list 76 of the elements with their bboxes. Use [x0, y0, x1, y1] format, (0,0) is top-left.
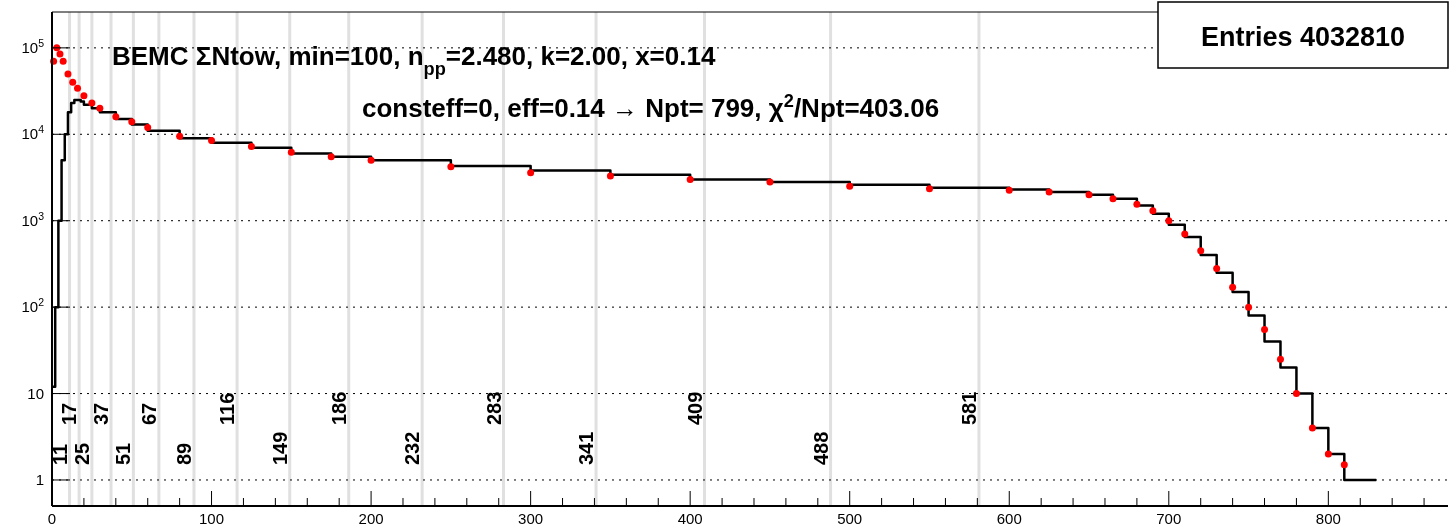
y-tick-label: 10$^{2}$ [21, 296, 45, 316]
point [447, 163, 455, 171]
point [1045, 188, 1053, 196]
point [327, 153, 335, 161]
ref-line-label: 11 [48, 443, 71, 465]
point [128, 118, 136, 126]
text: consteff=0, eff=0.14 → Npt= 799, χ$^{2}$/Npt=403.06 [362, 91, 940, 123]
point [74, 84, 82, 92]
point [1109, 195, 1117, 203]
x-tick-label: 800 [1315, 510, 1341, 527]
point [1133, 200, 1141, 208]
point [56, 50, 64, 58]
point [1165, 217, 1173, 225]
point [287, 148, 295, 156]
ref-line-label: 232 [401, 431, 424, 465]
x-tick-label: 0 [47, 510, 57, 527]
point [527, 169, 535, 177]
point [208, 136, 216, 144]
point [1261, 326, 1269, 334]
y-tick-label: 10 [27, 384, 44, 402]
point [112, 113, 120, 121]
x-tick-label: 500 [837, 510, 863, 527]
point [686, 175, 694, 183]
point [96, 104, 104, 112]
point [1181, 230, 1189, 238]
point [1245, 303, 1253, 311]
point [925, 185, 933, 193]
point [176, 132, 184, 140]
ref-line-label: 409 [683, 391, 706, 425]
point [1324, 450, 1332, 458]
x-tick-label: 700 [1156, 510, 1182, 527]
point [766, 178, 774, 186]
ref-line-label: 116 [216, 392, 239, 425]
point [846, 182, 854, 190]
point [88, 99, 96, 107]
x-tick-label: 400 [677, 510, 703, 527]
y-tick-label: 10$^{3}$ [21, 209, 45, 229]
x-tick-label: 100 [199, 510, 225, 527]
x-tick-label: 200 [358, 510, 384, 527]
point [1213, 264, 1221, 272]
y-tick-label: 10$^{5}$ [21, 36, 45, 56]
ref-line-label: 283 [482, 391, 505, 425]
x-tick-label: 600 [996, 510, 1022, 527]
ref-line-label: 186 [327, 391, 350, 425]
point [1229, 283, 1237, 291]
point [367, 156, 375, 164]
ref-line-label: 25 [70, 442, 93, 465]
point [144, 123, 152, 131]
ref-line-label: 37 [90, 402, 113, 425]
annotation: Entries 4032810 [1200, 22, 1406, 52]
point [1276, 355, 1284, 363]
y-tick-label: 1 [35, 470, 44, 488]
x-tick-label: 300 [518, 510, 544, 527]
ref-line-label: 149 [268, 431, 291, 465]
ref-line-label: 17 [58, 402, 81, 425]
ref-line-label: 341 [575, 431, 598, 465]
ref-line-label: 488 [809, 431, 832, 465]
point [1197, 247, 1205, 255]
text: BEMC ΣNtow, min=100, n$_{pp}$=2.480, k=2.00, x=0.14 [112, 41, 716, 79]
point [247, 143, 255, 151]
point [1292, 390, 1300, 398]
point [1149, 207, 1157, 215]
point [64, 70, 72, 78]
ref-line-label: 581 [957, 391, 980, 425]
point [1340, 461, 1348, 469]
point [80, 92, 88, 100]
y-tick-label: 10$^{4}$ [21, 123, 45, 143]
point [69, 78, 77, 86]
ref-line-label: 89 [172, 442, 195, 465]
ref-line-label: 67 [137, 402, 160, 425]
point [1308, 424, 1316, 432]
point [1005, 186, 1013, 194]
point [1085, 191, 1093, 199]
point [59, 57, 67, 65]
ref-line-label: 51 [112, 442, 135, 465]
point [606, 172, 614, 180]
